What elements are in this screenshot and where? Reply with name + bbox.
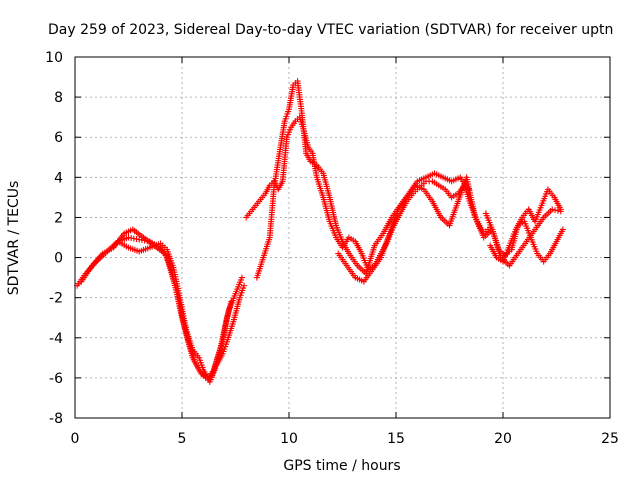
x-tick-label: 20 (494, 431, 512, 447)
chart-title: Day 259 of 2023, Sidereal Day-to-day VTE… (48, 22, 613, 38)
x-tick-label: 0 (71, 431, 80, 447)
y-tick-label: 8 (54, 90, 63, 106)
axis-ticks: 0 5 10 15 20 25 -8 -6 -4 -2 0 2 4 6 8 10 (45, 50, 619, 447)
data-point-marker (552, 207, 559, 214)
data-point-marker (557, 206, 564, 213)
y-tick-label: -8 (49, 411, 63, 427)
x-tick-label: 25 (601, 431, 619, 447)
x-tick-label: 10 (280, 431, 298, 447)
y-tick-label: 6 (54, 130, 63, 146)
data-point-marker (554, 207, 561, 214)
data-points (74, 78, 566, 385)
series-track-h (487, 186, 564, 265)
x-axis-label: GPS time / hours (283, 458, 400, 474)
series-track-b (78, 226, 235, 381)
y-tick-label: 2 (54, 210, 63, 226)
y-tick-label: 10 (45, 50, 63, 66)
y-tick-label: -6 (49, 371, 63, 387)
data-point-marker (559, 226, 566, 233)
data-point-marker (549, 206, 556, 213)
plot-frame (74, 56, 611, 419)
x-tick-label: 5 (178, 431, 187, 447)
data-point-marker (238, 274, 245, 281)
data-point-marker (241, 282, 248, 289)
series-track-d (243, 114, 494, 273)
series-track-e (253, 78, 472, 281)
data-point-marker (228, 298, 235, 305)
y-tick-label: -2 (49, 291, 63, 307)
y-axis-label: SDTVAR / TECUs (6, 181, 22, 296)
y-tick-label: 4 (54, 170, 63, 186)
series-track-c (114, 238, 248, 385)
y-tick-label: -4 (49, 331, 63, 347)
x-tick-label: 15 (387, 431, 405, 447)
y-tick-label: 0 (54, 251, 63, 267)
